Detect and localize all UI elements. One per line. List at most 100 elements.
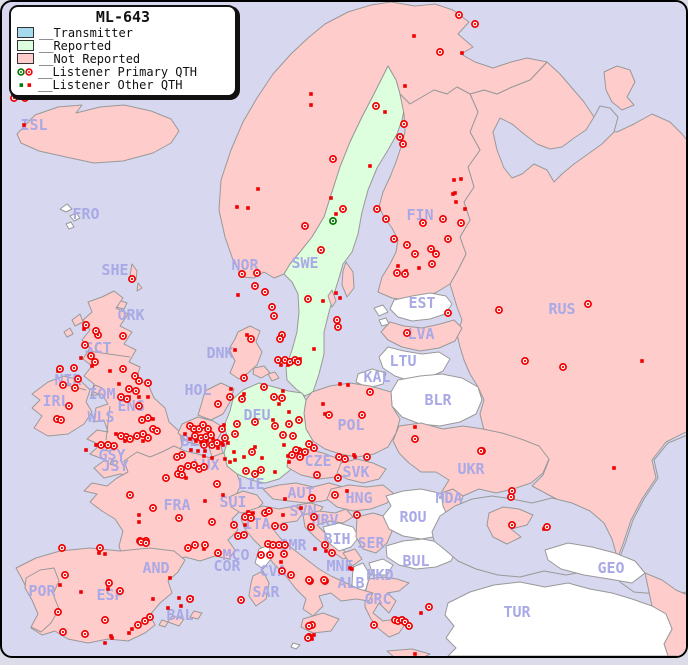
listener-primary-qth-marker bbox=[138, 416, 146, 424]
country-label-ukr: UKR bbox=[457, 460, 485, 478]
listener-primary-qth-marker bbox=[471, 20, 479, 28]
country-label-cor: COR bbox=[213, 557, 241, 575]
legend-item-3: __Listener Primary QTH bbox=[17, 64, 229, 79]
listener-primary-qth-marker bbox=[373, 205, 381, 213]
listener-primary-qth-marker bbox=[321, 541, 329, 549]
listener-primary-qth-marker bbox=[400, 120, 408, 128]
country-label-irl: IRL bbox=[42, 392, 69, 410]
listener-primary-qth-marker bbox=[296, 453, 304, 461]
listener-primary-qth-marker bbox=[455, 11, 463, 19]
listener-primary-qth-marker bbox=[134, 621, 142, 629]
listener-other-qth-marker bbox=[413, 425, 417, 429]
listener-primary-qth-marker bbox=[139, 430, 147, 438]
country-srb bbox=[355, 512, 394, 554]
listener-other-qth-marker bbox=[309, 103, 313, 107]
listener-other-qth-marker bbox=[94, 443, 98, 447]
listener-other-qth-marker bbox=[90, 364, 94, 368]
listener-other-qth-marker bbox=[256, 187, 260, 191]
listener-primary-qth-marker bbox=[363, 453, 371, 461]
listener-primary-qth-marker bbox=[230, 521, 238, 529]
listener-other-qth-marker bbox=[179, 604, 183, 608]
country-label-kal: KAL bbox=[363, 368, 390, 386]
listener-other-qth-marker bbox=[321, 299, 325, 303]
listener-markers bbox=[10, 11, 644, 656]
country-label-fin: FIN bbox=[406, 206, 433, 224]
listener-primary-qth-marker bbox=[405, 622, 413, 630]
listener-other-qth-marker bbox=[329, 196, 333, 200]
country-por bbox=[24, 567, 60, 633]
country-label-fra: FRA bbox=[163, 496, 190, 514]
listener-primary-qth-marker bbox=[281, 541, 289, 549]
listener-other-qth-marker bbox=[168, 576, 172, 580]
country-label-jsy: JSY bbox=[101, 457, 128, 475]
listener-other-qth-marker bbox=[460, 51, 464, 55]
listener-primary-qth-marker bbox=[87, 352, 95, 360]
listener-primary-qth-marker bbox=[238, 395, 246, 403]
country-hng bbox=[326, 484, 394, 512]
listener-primary-qth-marker bbox=[329, 155, 337, 163]
listener-other-qth-marker bbox=[196, 449, 200, 453]
listener-other-qth-marker bbox=[211, 437, 215, 441]
listener-primary-qth-marker bbox=[253, 269, 261, 277]
country-geo bbox=[544, 542, 646, 584]
listener-primary-qth-marker bbox=[308, 494, 316, 502]
listener-primary-qth-marker bbox=[317, 246, 325, 254]
listener-primary-qth-marker bbox=[57, 416, 65, 424]
listener-other-qth-marker bbox=[58, 583, 62, 587]
legend-label: __Listener Primary QTH bbox=[38, 64, 197, 79]
listener-other-qth-marker bbox=[233, 458, 237, 462]
listener-primary-qth-marker bbox=[240, 531, 248, 539]
legend-title: ML-643 bbox=[95, 8, 151, 26]
listener-other-qth-marker bbox=[242, 392, 246, 396]
listener-other-qth-marker bbox=[226, 441, 230, 445]
listener-other-qth-marker bbox=[246, 206, 250, 210]
listener-other-qth-marker bbox=[233, 348, 237, 352]
listener-primary-qth-marker bbox=[123, 395, 131, 403]
country-label-est: EST bbox=[408, 294, 435, 312]
listener-primary-qth-marker bbox=[247, 335, 255, 343]
listener-other-qth-marker bbox=[350, 567, 354, 571]
country-label-nor: NOR bbox=[231, 256, 259, 274]
listener-other-qth-marker bbox=[412, 34, 416, 38]
listener-other-qth-marker bbox=[220, 441, 224, 445]
listener-primary-qth-marker bbox=[81, 341, 89, 349]
listener-other-qth-marker bbox=[287, 460, 291, 464]
country-label-dnk: DNK bbox=[206, 344, 233, 362]
listener-other-qth-marker bbox=[97, 551, 101, 555]
country-label-deu: DEU bbox=[243, 406, 270, 424]
listener-primary-qth-marker bbox=[495, 306, 503, 314]
listener-primary-qth-marker bbox=[191, 541, 199, 549]
legend-swatch bbox=[17, 40, 34, 51]
listener-primary-qth-marker bbox=[65, 402, 73, 410]
listener-other-qth-marker bbox=[321, 402, 325, 406]
country-label-fro: FRO bbox=[72, 205, 99, 223]
listener-primary-qth-marker bbox=[292, 446, 300, 454]
country-rus-kanin bbox=[603, 65, 636, 111]
country-label-isl: ISL bbox=[20, 116, 47, 134]
listener-primary-qth-marker bbox=[241, 513, 249, 521]
country-label-mco: MCO bbox=[222, 546, 249, 564]
listener-other-qth-marker bbox=[223, 457, 227, 461]
country-mkd bbox=[368, 558, 394, 576]
listener-primary-qth-marker bbox=[142, 539, 150, 547]
country-label-svk: SVK bbox=[342, 463, 369, 481]
listener-primary-qth-marker bbox=[288, 451, 296, 459]
country-label-lva: LVA bbox=[407, 325, 434, 343]
listener-primary-qth-marker bbox=[333, 316, 341, 324]
listener-other-qth-marker bbox=[338, 382, 342, 386]
listener-primary-qth-marker bbox=[419, 219, 427, 227]
listener-primary-qth-marker bbox=[119, 332, 127, 340]
listener-other-qth-marker bbox=[232, 450, 236, 454]
country-bul bbox=[385, 538, 458, 570]
listener-primary-qth-marker bbox=[242, 467, 250, 475]
listener-other-qth-marker bbox=[202, 454, 206, 458]
listener-other-qth-marker bbox=[323, 412, 327, 416]
country-mne bbox=[342, 548, 363, 567]
listener-primary-qth-marker bbox=[237, 596, 245, 604]
listener-primary-qth-marker bbox=[74, 375, 82, 383]
country-fra bbox=[83, 445, 242, 564]
listener-primary-qth-marker bbox=[278, 394, 286, 402]
listener-other-qth-marker bbox=[245, 333, 249, 337]
listener-primary-qth-marker bbox=[153, 427, 161, 435]
listener-primary-qth-marker bbox=[411, 250, 419, 258]
